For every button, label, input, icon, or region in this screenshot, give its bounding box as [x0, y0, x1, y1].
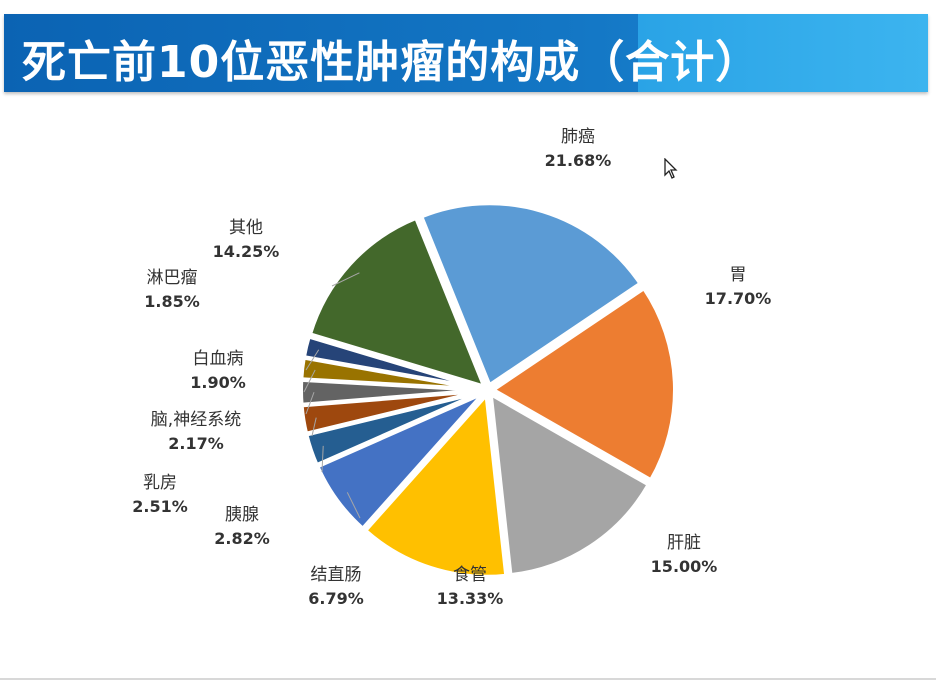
slice-name-label-7: 乳房 — [143, 473, 177, 493]
slice-value-label-2: 17.70% — [705, 289, 772, 308]
leader-line-9 — [303, 369, 316, 393]
slice-value-label-8: 2.17% — [168, 434, 224, 453]
leader-line-7 — [311, 417, 317, 437]
slice-value-label-6: 2.82% — [214, 529, 270, 548]
pie-slice-11 — [307, 215, 488, 390]
slice-value-label-3: 15.00% — [651, 557, 718, 576]
slice-value-label-1: 21.68% — [545, 151, 612, 170]
slice-value-label-9: 1.90% — [190, 373, 246, 392]
slice-name-label-10: 淋巴瘤 — [147, 268, 198, 288]
pie-slice-1 — [418, 201, 644, 389]
pie-slice-4 — [362, 390, 509, 579]
slice-name-label-6: 胰腺 — [225, 505, 259, 525]
title-highlight: 合计 — [625, 37, 716, 88]
title-end: ） — [715, 37, 761, 88]
leader-line-8 — [305, 391, 315, 415]
slice-value-label-4: 13.33% — [437, 589, 504, 608]
pie-slice-2 — [489, 285, 677, 483]
slice-name-label-1: 肺癌 — [561, 127, 595, 147]
slice-name-label-8: 脑,神经系统 — [151, 410, 241, 430]
title-bar: 死亡前10位恶性肿瘤的构成（合计） — [4, 14, 928, 92]
slice-name-label-5: 结直肠 — [311, 565, 362, 585]
slice-name-label-4: 食管 — [453, 565, 487, 585]
pie-chart: 肺癌 21.68% 胃 17.70% 肝脏 15.00% 食管 13.33% 结直肠 6.79% 胰… — [0, 100, 936, 684]
slice-name-label-3: 肝脏 — [667, 533, 701, 553]
title-main: 死亡前10位恶性肿瘤的构成（ — [22, 37, 626, 88]
page-title: 死亡前10位恶性肿瘤的构成（合计） — [22, 26, 760, 90]
bottom-divider — [0, 678, 936, 680]
pie-slice-10 — [301, 334, 484, 391]
mouse-cursor-icon — [664, 158, 678, 179]
slice-value-label-5: 6.79% — [308, 589, 364, 608]
title-highlight-panel — [638, 14, 928, 92]
leader-line-5 — [346, 492, 361, 519]
leader-line-6 — [321, 445, 324, 473]
slice-name-label-2: 胃 — [730, 265, 747, 285]
slice-value-label-11: 14.25% — [213, 242, 280, 261]
slice-value-label-10: 1.85% — [144, 292, 200, 311]
pie-chart-svg: 肺癌 21.68% 胃 17.70% 肝脏 15.00% 食管 13.33% 结直肠 6.79% 胰… — [132, 127, 772, 608]
leader-line-10 — [305, 349, 320, 371]
pie-slice-3 — [488, 390, 652, 578]
slice-name-label-9: 白血病 — [193, 349, 244, 369]
slice-name-label-11: 其他 — [229, 218, 263, 238]
leader-line-11 — [331, 272, 360, 287]
slice-value-label-7: 2.51% — [132, 497, 188, 516]
